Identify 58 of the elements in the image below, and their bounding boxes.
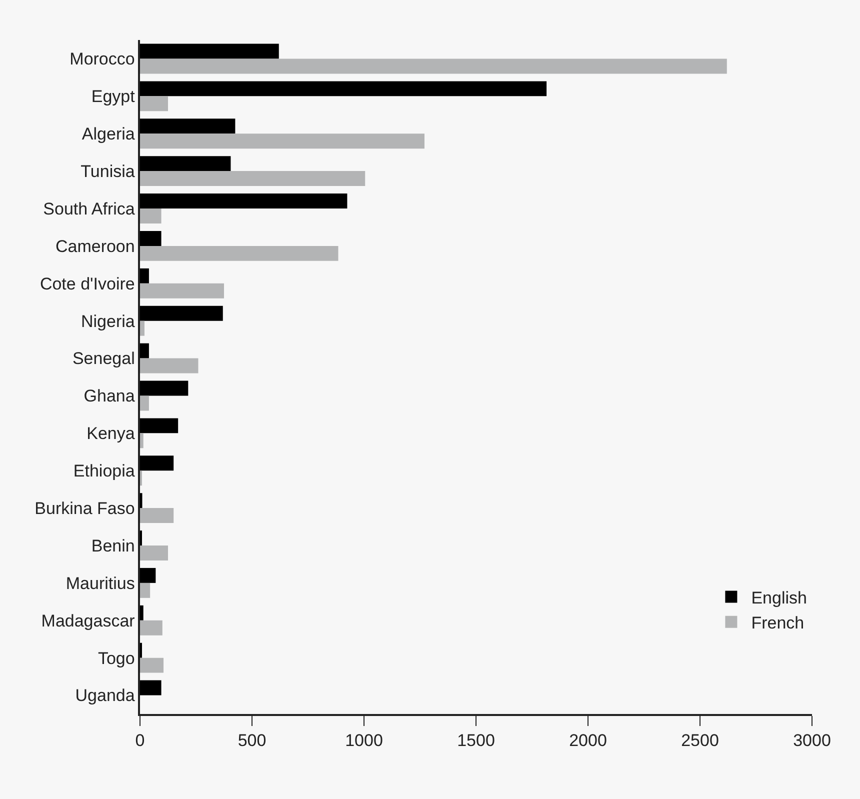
bar bbox=[140, 456, 174, 471]
bar bbox=[140, 118, 236, 134]
x-tick-label: 3000 bbox=[793, 731, 831, 750]
bar bbox=[140, 208, 162, 224]
bar bbox=[140, 620, 162, 636]
y-tick-label: Uganda bbox=[75, 686, 136, 706]
bar bbox=[140, 546, 168, 560]
y-tick-label: Tunisia bbox=[80, 162, 136, 182]
bar bbox=[140, 283, 224, 298]
legend-label: French bbox=[751, 613, 804, 632]
x-tick-label: 1500 bbox=[457, 731, 495, 750]
x-tick-label: 500 bbox=[238, 731, 266, 750]
y-tick-label: Mauritius bbox=[66, 574, 135, 593]
bar bbox=[140, 134, 424, 149]
bar bbox=[140, 343, 149, 358]
bar bbox=[140, 230, 162, 246]
bar bbox=[140, 582, 150, 598]
x-tick-label: 0 bbox=[135, 731, 145, 750]
y-tick-label: Ghana bbox=[84, 386, 136, 406]
bar bbox=[140, 194, 348, 208]
bar bbox=[140, 306, 223, 321]
bar bbox=[140, 156, 231, 172]
y-tick-label: Madagascar bbox=[41, 611, 136, 630]
y-tick-label: Nigeria bbox=[80, 312, 136, 331]
bar bbox=[140, 380, 188, 396]
legend-label: English bbox=[751, 588, 807, 608]
x-tick-label: 2500 bbox=[681, 731, 719, 750]
bar bbox=[140, 658, 164, 673]
y-tick-label: Burkina Faso bbox=[34, 499, 135, 518]
x-tick-label: 2000 bbox=[569, 731, 607, 750]
y-tick-label: Kenya bbox=[86, 424, 136, 444]
bar bbox=[140, 171, 366, 186]
y-tick-label: Algeria bbox=[82, 124, 136, 144]
bar bbox=[140, 320, 144, 336]
bar bbox=[140, 508, 174, 524]
y-tick-label: Benin bbox=[91, 536, 135, 556]
y-tick-label: Togo bbox=[98, 648, 135, 668]
y-tick-label: South Africa bbox=[43, 199, 136, 218]
y-tick-label: Morocco bbox=[70, 50, 135, 69]
y-tick-label: Ethiopia bbox=[73, 462, 136, 481]
bar bbox=[140, 433, 144, 448]
x-tick-label: 1000 bbox=[345, 731, 383, 750]
y-tick-label: Senegal bbox=[72, 349, 135, 368]
bar bbox=[140, 680, 162, 696]
bar bbox=[140, 58, 727, 74]
bar bbox=[140, 246, 338, 261]
y-tick-label: Cote d'Ivoire bbox=[40, 274, 135, 294]
bar bbox=[140, 44, 279, 59]
bar bbox=[140, 96, 168, 112]
bar bbox=[140, 568, 156, 583]
bar bbox=[140, 396, 149, 411]
bar bbox=[140, 605, 144, 620]
bar bbox=[140, 358, 198, 374]
bar bbox=[140, 268, 149, 284]
y-tick-label: Egypt bbox=[91, 87, 136, 106]
bar bbox=[140, 81, 547, 96]
bar bbox=[140, 418, 178, 434]
y-tick-label: Cameroon bbox=[55, 236, 135, 256]
